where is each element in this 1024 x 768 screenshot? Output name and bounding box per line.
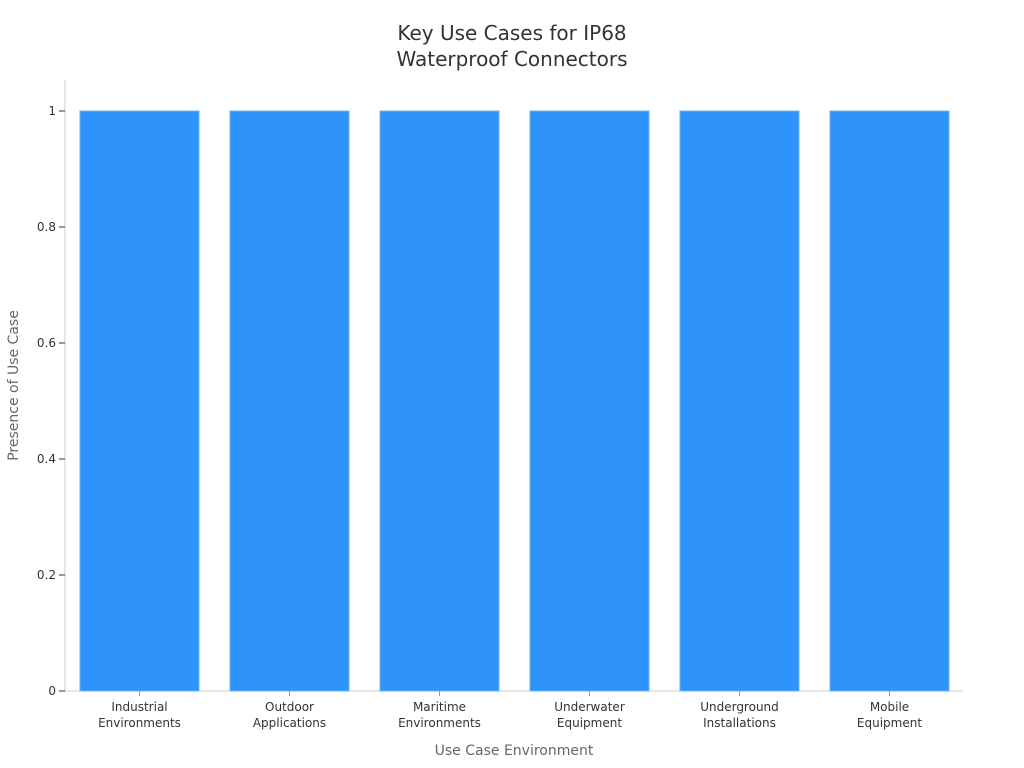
x-axis: Industrial Environments Outdoor Application… [65, 690, 963, 730]
x-tick-label: Underwater Equipment [554, 700, 625, 730]
x-tick-label: Outdoor Applications [253, 700, 326, 730]
y-tick-label: 0 [48, 684, 56, 698]
y-axis-title: Presence of Use Case [6, 310, 22, 461]
y-axis: 0 0.2 0.4 0.6 0.8 1 [37, 80, 66, 698]
bar [679, 110, 800, 692]
y-tick-label: 1 [48, 104, 56, 118]
bar [379, 110, 500, 692]
y-tick-label: 0.4 [37, 452, 56, 466]
y-tick-label: 0.6 [37, 336, 56, 350]
x-tick-label: Industrial Environments [98, 700, 181, 730]
x-tick-label: Underground Installations [700, 700, 779, 730]
y-tick-label: 0.8 [37, 220, 56, 234]
x-axis-title: Use Case Environment [435, 743, 594, 759]
bar [829, 110, 950, 692]
bar [229, 110, 350, 692]
bars-group [79, 110, 950, 692]
chart-title: Key Use Cases for IP68 Waterproof Connec… [396, 21, 628, 71]
x-tick-label: Mobile Equipment [857, 700, 922, 730]
y-tick-label: 0.2 [37, 568, 56, 582]
bar [529, 110, 650, 692]
x-tick-label: Maritime Environments [398, 700, 481, 730]
bar [79, 110, 200, 692]
